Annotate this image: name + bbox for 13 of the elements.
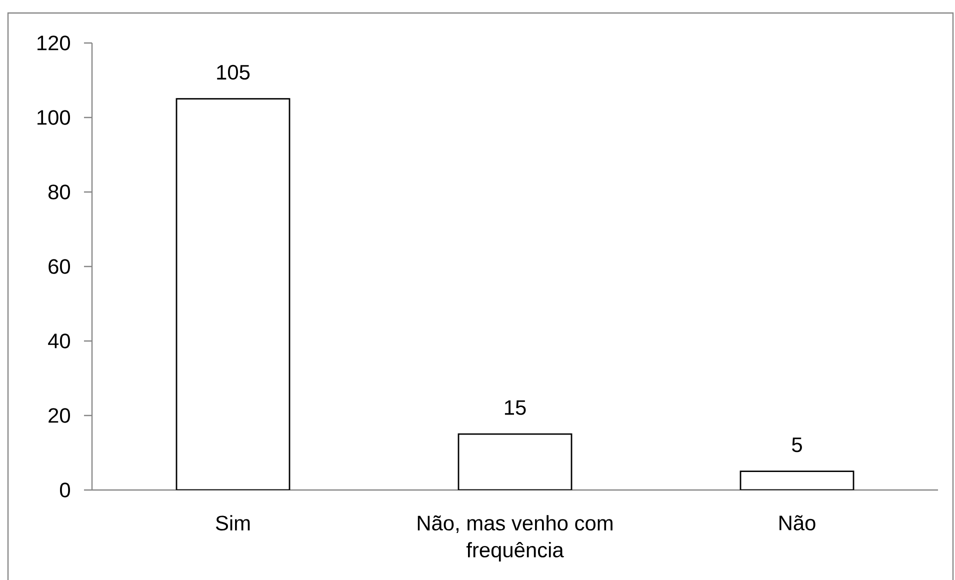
data-label: 5	[792, 438, 802, 452]
y-tick-label: 100	[38, 110, 70, 125]
data-label: 105	[217, 64, 250, 80]
y-tick-label: 80	[48, 184, 70, 200]
y-tick-label: 60	[48, 259, 70, 274]
y-tick-label: 20	[48, 408, 70, 423]
y-tick-label: 40	[48, 334, 70, 348]
x-tick-label: Não	[780, 515, 816, 530]
x-tick-label: Não, mas venho com frequência	[418, 515, 612, 562]
data-label: 15	[504, 400, 526, 415]
y-tick-label: 0	[60, 482, 70, 498]
x-tick-label: Sim	[216, 515, 250, 531]
y-tick-label: 120	[38, 36, 70, 50]
